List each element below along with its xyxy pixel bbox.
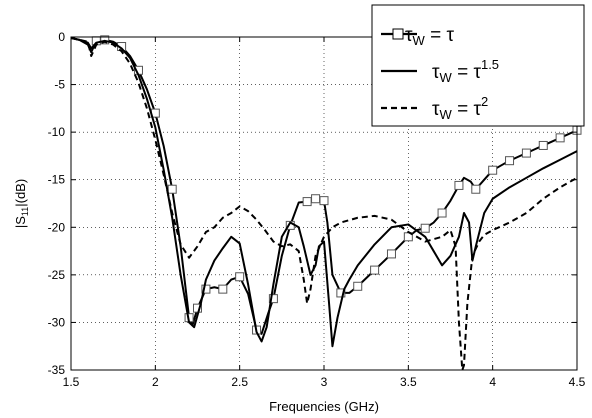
series-1-marker [336,288,346,298]
series-1-marker [268,294,278,304]
series-1-marker [201,284,211,294]
x-tick-label: 4 [489,375,496,389]
series-1-marker [420,223,430,233]
series-1-marker [218,284,228,294]
series-line-3 [71,37,577,370]
x-tick-label: 2.5 [231,375,248,389]
series-1-marker [370,265,380,275]
series-1-marker [454,180,464,190]
y-tick-label: 0 [58,30,65,44]
legend-label-3: τW = τ2 [432,94,488,122]
series-1-marker [521,148,531,158]
series-1-marker [437,208,447,218]
legend-label-1: τW = τ [405,25,454,48]
series-1-marker [311,194,321,204]
series-1-marker [488,165,498,175]
x-axis-title: Frequencies (GHz) [269,399,379,414]
series-1-marker [505,156,515,166]
x-tick-label: 3 [321,375,328,389]
series-line-2 [71,37,577,348]
y-tick-label: -30 [48,315,66,329]
series-1-marker [538,140,548,150]
series-1-marker [319,196,329,206]
axis-ticks: 1.5 2 2.5 3 3.5 4 4.5 0 -5 -10 -15 -20 -25 -30 -35 [48,30,586,389]
series-1-marker [471,184,481,194]
y-tick-label: -20 [48,220,66,234]
legend-box [371,4,585,127]
x-tick-label: 4.5 [569,375,586,389]
y-tick-label: -35 [48,363,66,377]
x-tick-label: 1.5 [63,375,80,389]
y-tick-label: -10 [48,125,66,139]
y-axis-title-sub: 11 [20,207,30,216]
y-tick-label: -25 [48,268,66,282]
series-1-marker [555,133,565,143]
legend: τW = τ τW = τ1.5 τW = τ2 [371,4,585,127]
series-1-marker [353,281,363,291]
y-axis-title-tail: |(dB) [13,179,28,207]
x-tick-label: 3.5 [400,375,417,389]
series-1-marker [235,272,245,282]
legend-marker-1 [392,28,404,40]
y-axis-title-main: |S [13,216,28,228]
series-1-marker [302,197,312,207]
series-1-marker [167,184,177,194]
y-axis-title: |S11|(dB) [13,179,30,228]
x-tick-label: 2 [152,375,159,389]
legend-label-2: τW = τ1.5 [432,57,499,85]
series-layer [71,35,582,370]
y-tick-label: -5 [54,78,65,92]
series-1-marker [386,249,396,259]
y-tick-label: -15 [48,173,66,187]
